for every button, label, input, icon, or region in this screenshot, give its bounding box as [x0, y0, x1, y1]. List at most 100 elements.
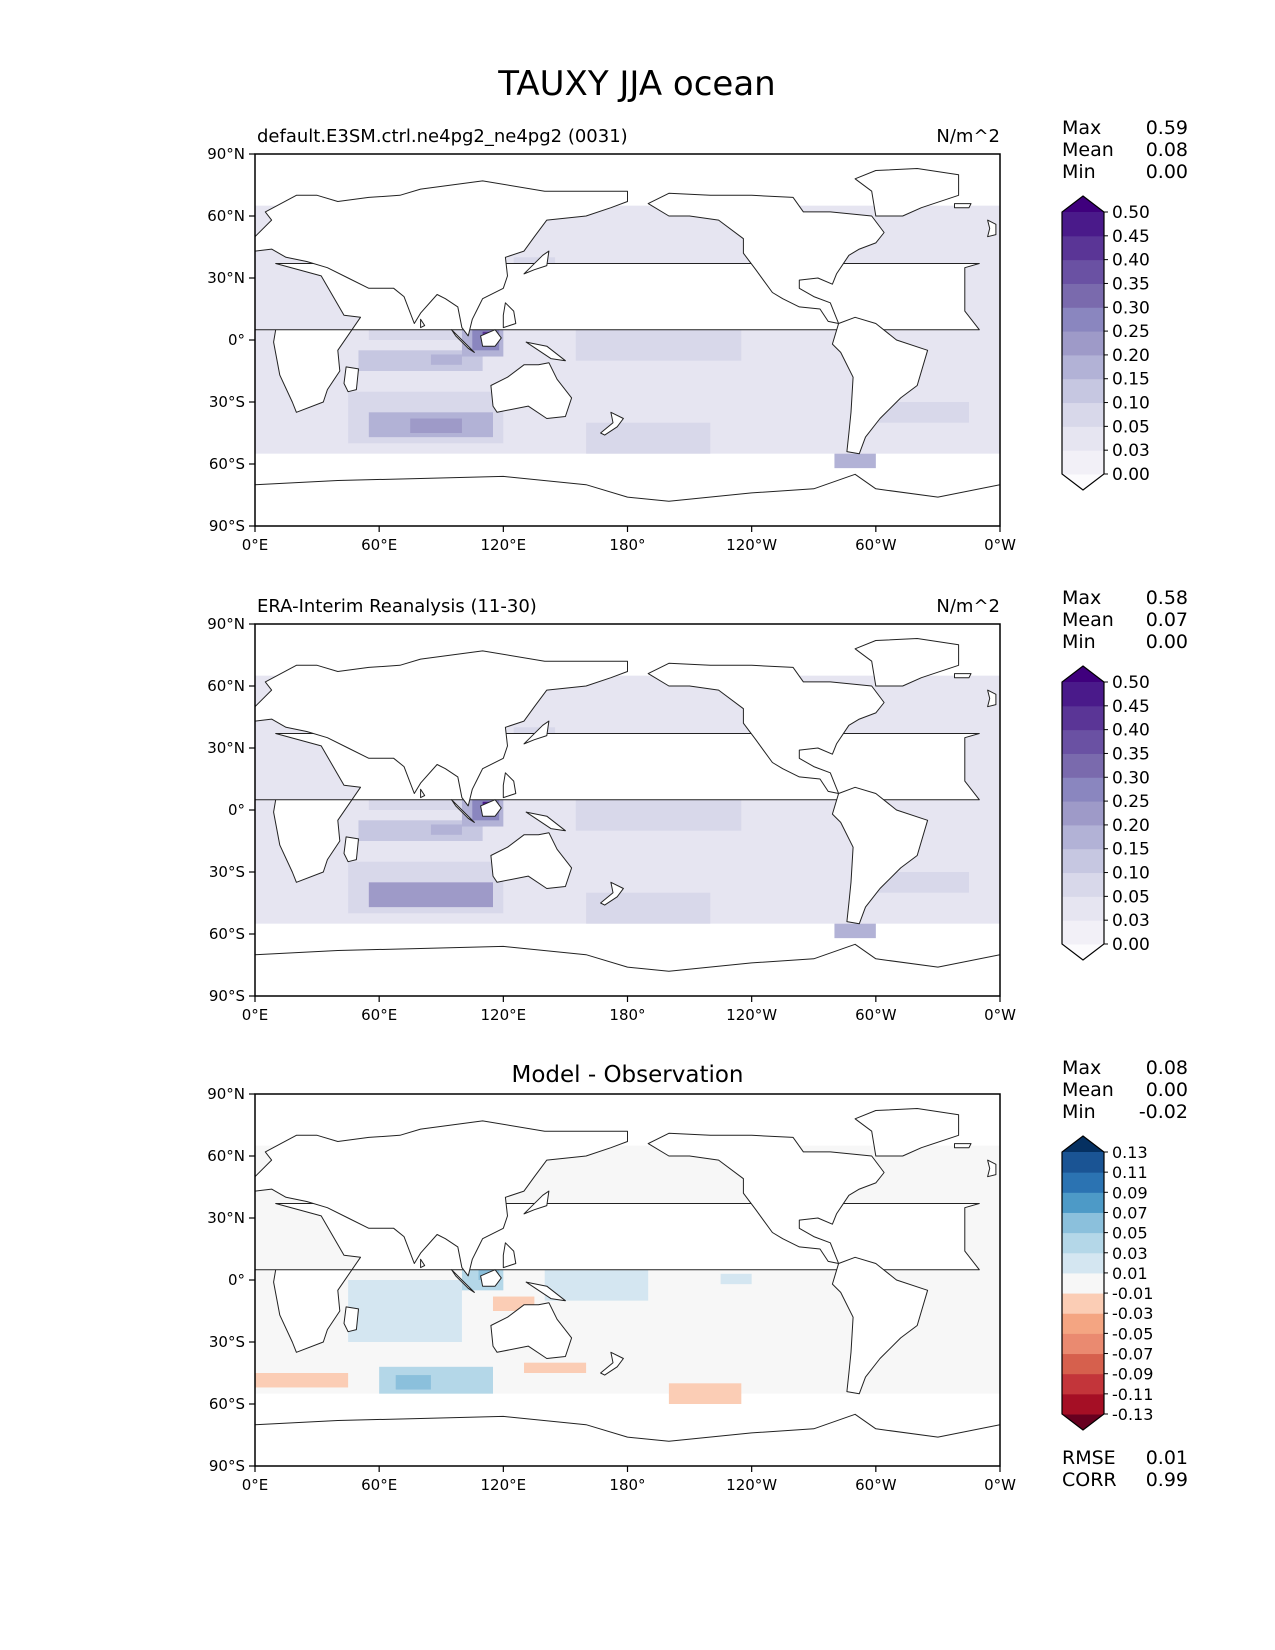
coastline: [420, 318, 426, 329]
colorbar-label: 0.20: [1112, 346, 1150, 366]
colorbar-segment: [1062, 1393, 1104, 1415]
colorbar-extend-low: [1062, 474, 1104, 490]
coastline: [600, 411, 624, 436]
colorbar-label: 0.20: [1112, 816, 1150, 836]
y-tick-label: 90°N: [207, 1085, 245, 1103]
metric-value-corr: 0.99: [1146, 1469, 1188, 1491]
coastline: [451, 1269, 475, 1293]
colorbar-label: 0.35: [1112, 274, 1150, 294]
colorbar-extend-low: [1062, 944, 1104, 960]
colorbar-label: -0.01: [1112, 1284, 1153, 1303]
coastline: [480, 799, 502, 817]
colorbar-segment: [1062, 1293, 1104, 1314]
colorbar-label: 0.03: [1112, 911, 1150, 931]
colorbar-label: 0.03: [1112, 441, 1150, 461]
colorbar-label: -0.03: [1112, 1304, 1153, 1323]
y-tick-label: 0°: [228, 331, 245, 349]
x-tick-label: 60°W: [855, 1476, 897, 1494]
observation-panel: ERA-Interim Reanalysis (11-30) N/m^2 0°E 60…: [207, 587, 1188, 1024]
colorbar-label: 0.40: [1112, 251, 1150, 271]
difference-panel: Model - Observation 0°E 60°E 120°E 180° 120°W…: [207, 1057, 1188, 1494]
colorbar-segment: [1062, 1172, 1104, 1193]
coastline: [502, 772, 517, 799]
colorbar-segment: [1062, 682, 1104, 707]
colorbar-label: -0.05: [1112, 1324, 1153, 1343]
coastline: [255, 650, 628, 807]
x-tick-label: 120°E: [481, 536, 527, 554]
colorbar-segment: [1062, 1373, 1104, 1395]
x-tick-label: 0°E: [242, 536, 269, 554]
map-field: [255, 154, 1000, 526]
colorbar-label: 0.15: [1112, 370, 1150, 390]
coastline: [831, 1256, 929, 1395]
colorbar-extend-high: [1062, 666, 1104, 682]
colorbar-label: -0.09: [1112, 1365, 1153, 1384]
colorbar-segment: [1062, 235, 1104, 261]
model-panel: default.E3SM.ctrl.ne4pg2_ne4pg2 (0031) N/…: [207, 117, 1188, 554]
x-tick-label: 60°E: [361, 536, 397, 554]
colorbar: 0.00 0.03 0.05 0.10 0.15 0.20 0.25 0.30 0.35 0.40…: [1061, 195, 1150, 491]
y-tick-label: 60°N: [207, 1147, 245, 1165]
colorbar-label: 0.15: [1112, 840, 1150, 860]
colorbar-label: 0.35: [1112, 744, 1150, 764]
y-tick-label: 60°N: [207, 677, 245, 695]
colorbar-segment: [1062, 307, 1104, 332]
coastline: [502, 302, 517, 329]
field-cell: [937, 826, 1000, 868]
colorbar-segment: [1062, 824, 1104, 850]
colorbar-segment: [1062, 212, 1104, 237]
y-tick-label: 60°S: [209, 1395, 245, 1413]
stat-label-min: Min: [1062, 631, 1096, 653]
coastline: [987, 689, 997, 708]
field-cell: [668, 1383, 742, 1404]
stat-value-mean: 0.00: [1146, 1079, 1188, 1101]
coastline: [600, 1351, 624, 1376]
colorbar-segment: [1062, 896, 1104, 921]
coastline: [451, 799, 475, 823]
coastline: [600, 881, 624, 906]
field-cell: [586, 892, 711, 924]
colorbar-label: 0.10: [1112, 864, 1150, 884]
panel-title: Model - Observation: [511, 1062, 743, 1088]
stat-value-min: -0.02: [1139, 1101, 1188, 1123]
y-tick-label: 30°S: [209, 393, 245, 411]
x-tick-label: 180°: [609, 1006, 645, 1024]
colorbar-extend-high: [1062, 1136, 1104, 1152]
colorbar-label: 0.45: [1112, 697, 1150, 717]
stat-label-max: Max: [1062, 587, 1101, 609]
figure-title: TAUXY JJA ocean: [497, 64, 775, 104]
stat-value-mean: 0.07: [1146, 609, 1188, 631]
coastline: [420, 788, 426, 799]
colorbar-segment: [1062, 259, 1104, 284]
field-cell: [430, 824, 462, 835]
field-cell: [875, 872, 969, 893]
coastline: [854, 638, 960, 687]
field-cell: [586, 422, 711, 454]
colorbar-label: 0.50: [1112, 203, 1150, 223]
y-tick-label: 90°S: [209, 987, 245, 1005]
y-tick-label: 60°S: [209, 455, 245, 473]
x-tick-label: 120°W: [726, 1006, 777, 1024]
x-tick-label: 120°E: [481, 1476, 527, 1494]
panel-title: ERA-Interim Reanalysis (11-30): [257, 596, 537, 617]
y-tick-label: 30°S: [209, 1333, 245, 1351]
field-cell: [937, 356, 1000, 398]
colorbar-segment: [1062, 331, 1104, 356]
coastline: [854, 1108, 960, 1157]
stat-label-min: Min: [1062, 1101, 1096, 1123]
colorbar-label: 0.05: [1112, 417, 1150, 437]
stat-label-min: Min: [1062, 161, 1096, 183]
coastline: [954, 1143, 972, 1149]
panel-title: default.E3SM.ctrl.ne4pg2_ne4pg2 (0031): [257, 126, 628, 147]
coastline: [523, 250, 550, 275]
x-tick-label: 180°: [609, 1476, 645, 1494]
coastline: [854, 168, 960, 217]
colorbar-segment: [1062, 848, 1104, 874]
coastline: [255, 1413, 1000, 1466]
colorbar-label: 0.10: [1112, 394, 1150, 414]
colorbar-label: 0.40: [1112, 721, 1150, 741]
coastline: [831, 316, 929, 455]
colorbar-label: -0.13: [1112, 1405, 1153, 1424]
y-tick-label: 90°N: [207, 615, 245, 633]
y-tick-label: 90°S: [209, 1457, 245, 1475]
